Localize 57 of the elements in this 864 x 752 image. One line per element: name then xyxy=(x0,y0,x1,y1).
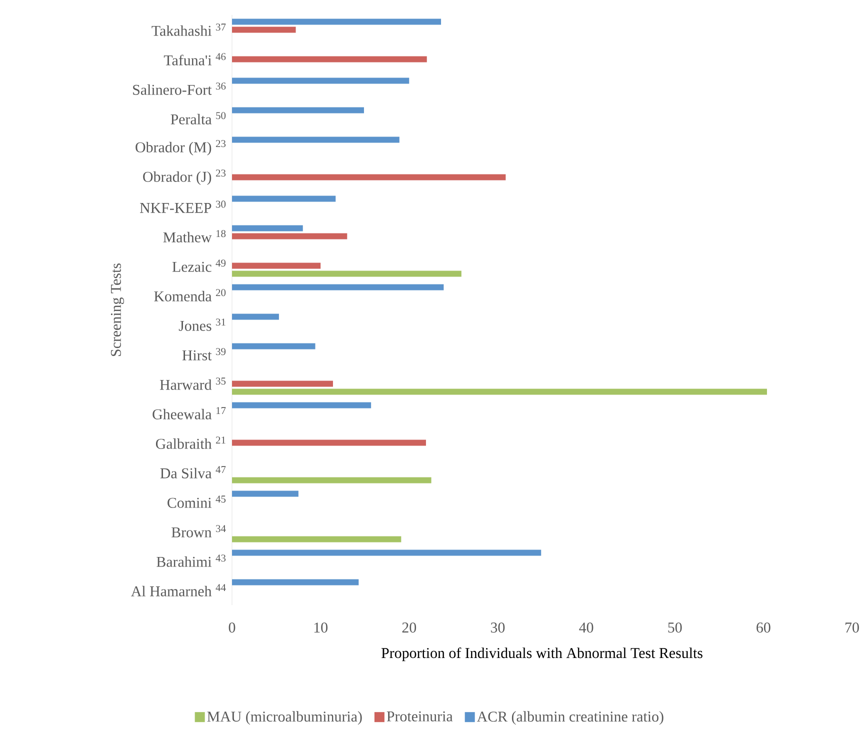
bar xyxy=(232,550,542,556)
x-tick-label: 60 xyxy=(756,622,770,633)
bar xyxy=(232,18,442,25)
bar xyxy=(232,196,336,202)
y-tick-label: Takahashi $^{37}$ xyxy=(152,24,226,36)
legend-label: ACR (albumin creatinine ratio) xyxy=(476,711,664,725)
bar xyxy=(232,314,279,320)
bar xyxy=(232,343,316,350)
y-tick-label: Obrador (M) $^{23}$ xyxy=(136,140,226,156)
bar xyxy=(232,270,462,277)
bar xyxy=(232,284,444,290)
bar xyxy=(232,440,426,446)
bar xyxy=(232,107,364,114)
y-tick-label: Komenda $^{20}$ xyxy=(154,289,226,302)
bar xyxy=(232,477,432,484)
x-tick-label: 30 xyxy=(490,622,505,633)
x-tick-label: 10 xyxy=(314,622,328,633)
bar xyxy=(232,56,427,62)
bar xyxy=(232,388,767,395)
x-tick-label: 50 xyxy=(668,622,682,633)
y-tick-label: Galbraith $^{21}$ xyxy=(156,436,226,449)
bar xyxy=(232,490,298,497)
x-tick-label: 20 xyxy=(402,622,416,633)
bar xyxy=(232,402,372,408)
bar xyxy=(232,174,506,180)
x-tick-label: 40 xyxy=(579,622,594,633)
legend-label: MAU (microalbuminuria) xyxy=(207,711,362,725)
y-axis-title: Screening Tests xyxy=(110,264,124,356)
bar xyxy=(232,78,410,84)
y-tick-label: Brown $^{34}$ xyxy=(172,525,226,538)
y-tick-label: Da Silva $^{47}$ xyxy=(160,466,226,478)
x-tick-label: 70 xyxy=(846,622,859,633)
bar xyxy=(232,136,400,143)
legend-label: Proteinuria xyxy=(386,711,453,722)
y-tick-label: Obrador (J) $^{23}$ xyxy=(143,170,226,185)
y-tick-label: Hirst $^{39}$ xyxy=(182,348,226,360)
y-tick-label: Comini $^{45}$ xyxy=(168,496,226,508)
y-tick-label: Salinero-Fort $^{36}$ xyxy=(133,82,226,95)
y-tick-label: Barahimi $^{43}$ xyxy=(156,554,226,567)
y-tick-label: Lezaic $^{49}$ xyxy=(172,260,226,272)
y-tick-label: Mathew $^{18}$ xyxy=(163,230,226,242)
y-tick-label: Jones $^{31}$ xyxy=(178,318,226,331)
bar xyxy=(232,233,348,240)
x-tick-label: 0 xyxy=(228,622,236,633)
bar xyxy=(232,225,303,232)
y-tick-label: Tafuna'i $^{46}$ xyxy=(164,53,226,66)
bar xyxy=(232,26,296,33)
bar xyxy=(232,579,359,586)
y-tick-label: Al Hamarneh $^{44}$ xyxy=(131,584,226,596)
bar xyxy=(232,536,402,542)
y-tick-label: Gheewala $^{17}$ xyxy=(152,407,226,420)
x-axis-title: Proportion of Individuals with Abnormal Test Results xyxy=(382,647,702,662)
y-tick-label: Harward $^{35}$ xyxy=(160,378,226,390)
bar xyxy=(232,262,321,269)
bar xyxy=(232,380,333,387)
y-tick-label: Peralta $^{50}$ xyxy=(170,112,226,124)
y-tick-label: NKF-KEEP $^{30}$ xyxy=(140,200,226,213)
